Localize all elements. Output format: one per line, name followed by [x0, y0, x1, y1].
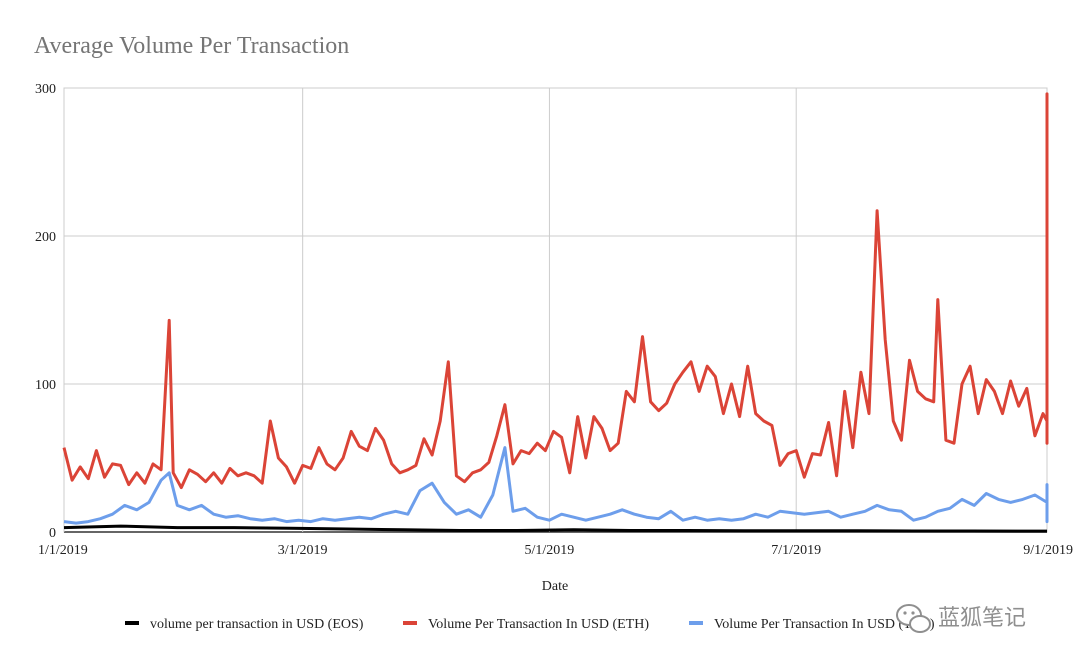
x-tick-label: 5/1/2019	[525, 543, 575, 558]
y-tick-label: 300	[35, 82, 56, 97]
legend: volume per transaction in USD (EOS) Volum…	[125, 617, 935, 632]
legend-item: Volume Per Transaction In USD (ETH)	[403, 617, 649, 632]
x-tick-label: 3/1/2019	[278, 543, 328, 558]
y-tick-label: 100	[35, 378, 56, 393]
series-lines	[62, 92, 1049, 533]
plot-frame	[63, 87, 1048, 533]
y-tick-label: 0	[49, 526, 56, 541]
wechat-icon	[896, 604, 931, 633]
gridlines	[63, 87, 1048, 533]
y-tick-labels: 0 100 200 300	[35, 82, 56, 541]
x-tick-labels: 1/1/2019 3/1/2019 5/1/2019 7/1/2019 9/1/2019	[38, 543, 1073, 558]
watermark-text: 蓝狐笔记	[938, 606, 1026, 631]
series-line-1	[62, 92, 1049, 490]
chart-title: Average Volume Per Transaction	[34, 33, 349, 59]
watermark: 蓝狐笔记	[896, 604, 1026, 633]
legend-label: Volume Per Transaction In USD (ETH)	[428, 617, 649, 632]
series-line-0	[63, 524, 1047, 533]
series-line-2	[63, 446, 1049, 525]
x-tick-label: 1/1/2019	[38, 543, 88, 558]
x-axis-title: Date	[542, 579, 568, 594]
x-tick-label: 9/1/2019	[1023, 543, 1073, 558]
legend-item: Volume Per Transaction In USD (Tron)	[689, 617, 935, 632]
legend-label: Volume Per Transaction In USD (Tron)	[714, 617, 935, 632]
legend-item: volume per transaction in USD (EOS)	[125, 617, 364, 632]
y-tick-label: 200	[35, 230, 56, 245]
x-tick-label: 7/1/2019	[771, 543, 821, 558]
legend-label: volume per transaction in USD (EOS)	[150, 617, 364, 632]
